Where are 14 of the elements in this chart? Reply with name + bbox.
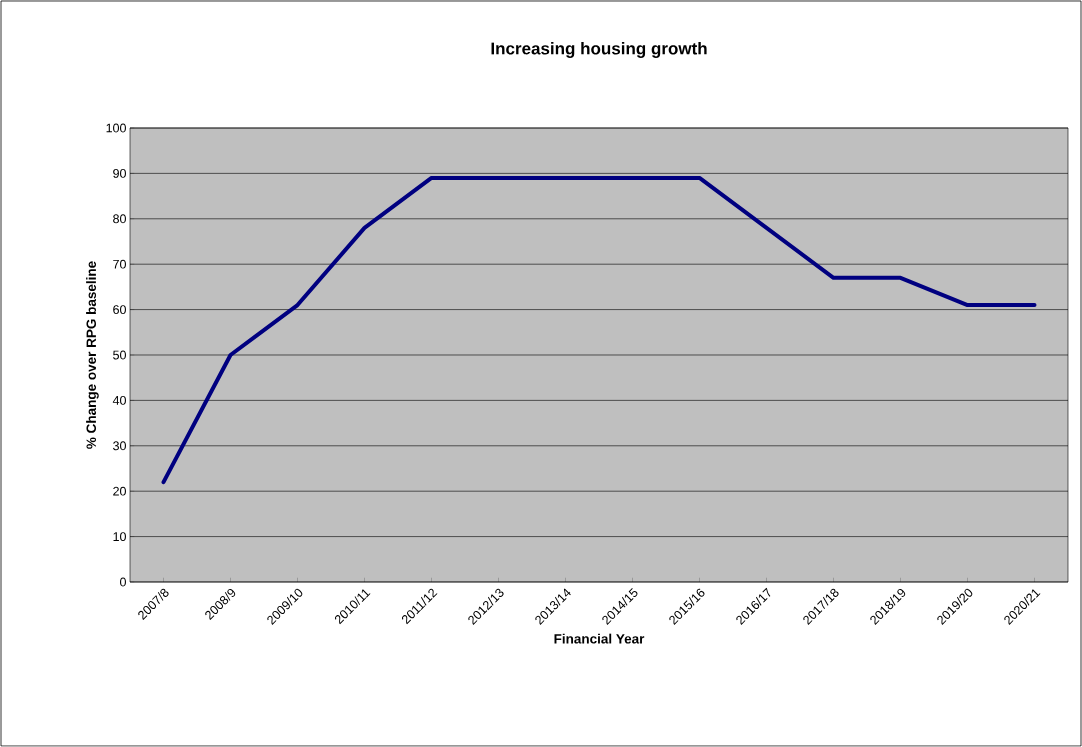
y-tick-label: 20 bbox=[113, 486, 126, 496]
y-tick-label: 30 bbox=[113, 441, 126, 451]
y-tick-label: 50 bbox=[113, 350, 126, 360]
y-tick-label: 0 bbox=[120, 577, 126, 587]
y-tick-label: 100 bbox=[106, 123, 126, 133]
y-axis-title: % Change over RPG baseline bbox=[86, 261, 99, 449]
y-tick-label: 10 bbox=[113, 532, 126, 542]
y-tick-label: 90 bbox=[113, 168, 126, 178]
chart-title: Increasing housing growth bbox=[491, 42, 707, 58]
x-axis-title: Financial Year bbox=[554, 633, 645, 644]
y-tick-label: 60 bbox=[113, 305, 126, 315]
y-tick-label: 70 bbox=[113, 259, 126, 269]
y-tick-label: 80 bbox=[113, 214, 126, 224]
y-tick-label: 40 bbox=[112, 395, 126, 405]
